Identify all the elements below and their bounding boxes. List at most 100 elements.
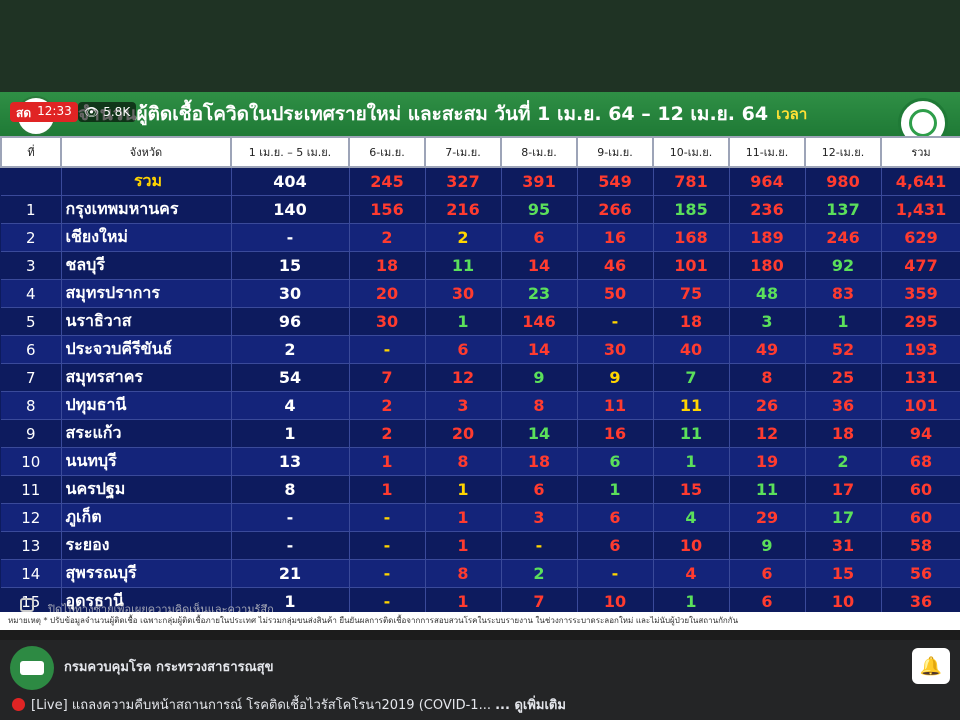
- table-footnote: หมายเหตุ * ปรับข้อมูลจำนวนผู้ติดเชื้อ เฉ…: [0, 612, 960, 630]
- value-cell: 52: [805, 335, 882, 364]
- column-header: 11-เม.ย.: [728, 136, 806, 168]
- total-row: รวม 404 245 327 391 549 781 964 980 4,64…: [1, 167, 960, 196]
- value-cell: 1: [349, 475, 426, 504]
- value-cell: 30: [425, 279, 502, 308]
- table-row: 5 นราธิวาส 96 30 1 146-18 3 1 295: [1, 307, 960, 336]
- value-cell: 29: [729, 503, 806, 532]
- column-header: 10-เม.ย.: [652, 136, 730, 168]
- value-cell: 295: [881, 307, 960, 336]
- value-cell: 2: [349, 391, 426, 420]
- value-cell: 18: [805, 419, 882, 448]
- video-top-area: [0, 0, 960, 92]
- province-cell: นนทบุรี: [61, 447, 232, 476]
- province-cell: สระแก้ว: [61, 419, 232, 448]
- value-cell: -: [349, 559, 426, 588]
- total-cell: 781: [653, 167, 730, 196]
- value-cell: 13: [231, 447, 350, 476]
- value-cell: 8: [425, 447, 502, 476]
- page-avatar[interactable]: [10, 646, 54, 690]
- value-cell: -: [349, 587, 426, 612]
- table-row: 4 สมุทรปราการ 30 20 30 23 50 75 48 83 359: [1, 279, 960, 308]
- value-cell: 11: [653, 419, 730, 448]
- value-cell: 21: [231, 559, 350, 588]
- rank-cell: 7: [1, 363, 62, 392]
- total-cell: 327: [425, 167, 502, 196]
- value-cell: 6: [501, 475, 578, 504]
- value-cell: 30: [231, 279, 350, 308]
- province-cell: นครปฐม: [61, 475, 232, 504]
- value-cell: 17: [805, 503, 882, 532]
- column-header: 9-เม.ย.: [576, 136, 654, 168]
- value-cell: 20: [425, 419, 502, 448]
- value-cell: 30: [349, 307, 426, 336]
- value-cell: 36: [881, 587, 960, 612]
- total-cell: 391: [501, 167, 578, 196]
- value-cell: 180: [729, 251, 806, 280]
- value-cell: 1,431: [881, 195, 960, 224]
- value-cell: -: [501, 531, 578, 560]
- province-cell: สมุทรปราการ: [61, 279, 232, 308]
- notification-bell-button[interactable]: 🔔: [912, 648, 950, 684]
- value-cell: 25: [805, 363, 882, 392]
- covid-table-panel: ที่ จังหวัด 1 เม.ย. – 5 เม.ย. 6-เม.ย. 7-เม.ย…: [0, 136, 960, 612]
- value-cell: 156: [349, 195, 426, 224]
- value-cell: 1: [653, 587, 730, 612]
- rank-cell: 11: [1, 475, 62, 504]
- province-cell: ชลบุรี: [61, 251, 232, 280]
- value-cell: 68: [881, 447, 960, 476]
- province-cell: เชียงใหม่: [61, 223, 232, 252]
- table-row: 6 ประจวบคีรีขันธ์ 2-6 14 30 40 49 52 193: [1, 335, 960, 364]
- rank-cell: 1: [1, 195, 62, 224]
- value-cell: 15: [231, 251, 350, 280]
- value-cell: 11: [729, 475, 806, 504]
- value-cell: 10: [653, 531, 730, 560]
- value-cell: 6: [425, 335, 502, 364]
- value-cell: -: [231, 503, 350, 532]
- value-cell: 23: [501, 279, 578, 308]
- table-row: 11 นครปฐม 8 1 1 6 1 15 11 17 60: [1, 475, 960, 504]
- rank-cell: 2: [1, 223, 62, 252]
- value-cell: 60: [881, 503, 960, 532]
- total-rank-cell: [1, 167, 62, 196]
- value-cell: 2: [425, 223, 502, 252]
- value-cell: 1: [425, 587, 502, 612]
- rank-cell: 6: [1, 335, 62, 364]
- value-cell: 1: [231, 419, 350, 448]
- table-header-row: ที่ จังหวัด 1 เม.ย. – 5 เม.ย. 6-เม.ย. 7-เม.ย…: [0, 136, 960, 168]
- value-cell: 11: [577, 391, 654, 420]
- rank-cell: 5: [1, 307, 62, 336]
- see-more-link[interactable]: ... ดูเพิ่มเติม: [495, 698, 566, 713]
- broadcast-title: จำนวนผู้ติดเชื้อโควิดในประเทศรายใหม่ และ…: [78, 103, 769, 125]
- value-cell: 26: [729, 391, 806, 420]
- post-caption: [Live] แถลงความคืบหน้าสถานการณ์ โรคติดเช…: [12, 694, 566, 715]
- value-cell: 17: [805, 475, 882, 504]
- value-cell: 4: [653, 559, 730, 588]
- live-badge: สด 12:33: [10, 102, 78, 122]
- value-cell: 18: [501, 447, 578, 476]
- province-cell: ประจวบคีรีขันธ์: [61, 335, 232, 364]
- live-label: สด: [10, 102, 38, 122]
- total-cell: 549: [577, 167, 654, 196]
- value-cell: 18: [653, 307, 730, 336]
- province-cell: ระยอง: [61, 531, 232, 560]
- table-row: 2 เชียงใหม่ -2 2 6 16 168 189 246 629: [1, 223, 960, 252]
- value-cell: 193: [881, 335, 960, 364]
- total-cell: 980: [805, 167, 882, 196]
- value-cell: -: [577, 307, 654, 336]
- eye-icon: 👁: [84, 105, 100, 119]
- value-cell: 1: [805, 307, 882, 336]
- column-header: รวม: [880, 136, 960, 168]
- value-cell: -: [231, 223, 350, 252]
- rank-cell: 14: [1, 559, 62, 588]
- live-dot-icon: [12, 698, 25, 711]
- value-cell: 2: [349, 419, 426, 448]
- value-cell: 246: [805, 223, 882, 252]
- value-cell: 7: [653, 363, 730, 392]
- value-cell: 50: [577, 279, 654, 308]
- total-cell: 404: [231, 167, 350, 196]
- value-cell: -: [349, 531, 426, 560]
- value-cell: 216: [425, 195, 502, 224]
- value-cell: 101: [653, 251, 730, 280]
- table-row: 8 ปทุมธานี 4 2 3 8 11 11 26 36 101: [1, 391, 960, 420]
- page-name-link[interactable]: กรมควบคุมโรค กระทรวงสาธารณสุข: [64, 660, 274, 675]
